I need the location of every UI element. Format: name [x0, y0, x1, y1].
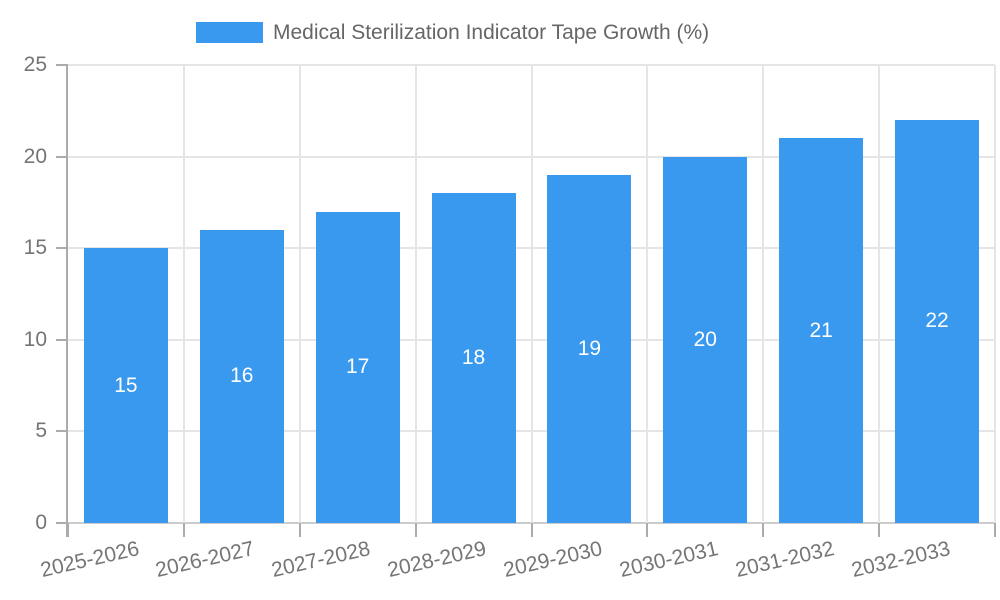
x-axis-tick-label: 2032-2033 — [848, 537, 953, 583]
y-axis-tick-label: 15 — [23, 236, 47, 260]
x-tick-mark — [530, 523, 533, 537]
x-axis-tick-label: 2026-2027 — [153, 537, 257, 583]
y-tick-mark — [56, 64, 66, 66]
y-axis-tick-label: 0 — [35, 511, 47, 534]
x-axis-tick-label: 2031-2032 — [733, 537, 837, 583]
bar[interactable] — [779, 138, 864, 523]
y-tick-mark — [56, 155, 66, 158]
x-axis-tick-label: 2028-2029 — [385, 537, 489, 583]
x-gridline — [878, 65, 881, 523]
x-gridline — [530, 65, 533, 523]
y-tick-mark — [56, 247, 66, 250]
x-gridline — [182, 65, 185, 523]
x-tick-mark — [762, 523, 765, 537]
x-tick-mark — [994, 523, 996, 537]
x-tick-mark — [646, 523, 649, 537]
y-tick-mark — [56, 522, 66, 524]
x-axis-tick-label: 2029-2030 — [501, 537, 605, 583]
y-axis-tick-label: 20 — [23, 144, 47, 168]
x-gridline — [762, 65, 765, 523]
bar[interactable] — [83, 248, 168, 523]
x-axis-tick-label: 2027-2028 — [269, 537, 373, 583]
y-tick-mark — [56, 338, 66, 341]
bar[interactable] — [895, 119, 980, 523]
x-tick-mark — [182, 523, 185, 537]
plot-area: 15 16 17 18 19 20 21 22 — [68, 64, 996, 524]
bar[interactable] — [199, 229, 284, 523]
y-axis-line — [66, 64, 68, 537]
bar[interactable] — [431, 193, 516, 523]
bar[interactable] — [663, 156, 748, 523]
x-tick-mark — [67, 523, 69, 537]
legend-swatch — [196, 22, 263, 43]
x-gridline — [646, 65, 649, 523]
chart-legend-item[interactable]: Medical Sterilization Indicator Tape Gro… — [196, 21, 709, 44]
bar[interactable] — [315, 211, 400, 523]
x-gridline — [994, 65, 996, 523]
x-axis-tick-label: 2025-2026 — [37, 537, 141, 583]
y-tick-mark — [56, 430, 66, 433]
y-axis-tick-label: 25 — [23, 53, 47, 76]
y-axis-tick-label: 5 — [35, 419, 47, 443]
chart-title: Medical Sterilization Indicator Tape Gro… — [273, 21, 710, 44]
x-tick-mark — [414, 523, 417, 537]
x-gridline — [414, 65, 417, 523]
y-axis-tick-label: 10 — [23, 327, 47, 351]
x-gridline — [298, 65, 301, 523]
x-tick-mark — [298, 523, 301, 537]
bar[interactable] — [547, 174, 632, 523]
x-tick-mark — [878, 523, 881, 537]
x-axis-tick-label: 2030-2031 — [617, 537, 721, 583]
